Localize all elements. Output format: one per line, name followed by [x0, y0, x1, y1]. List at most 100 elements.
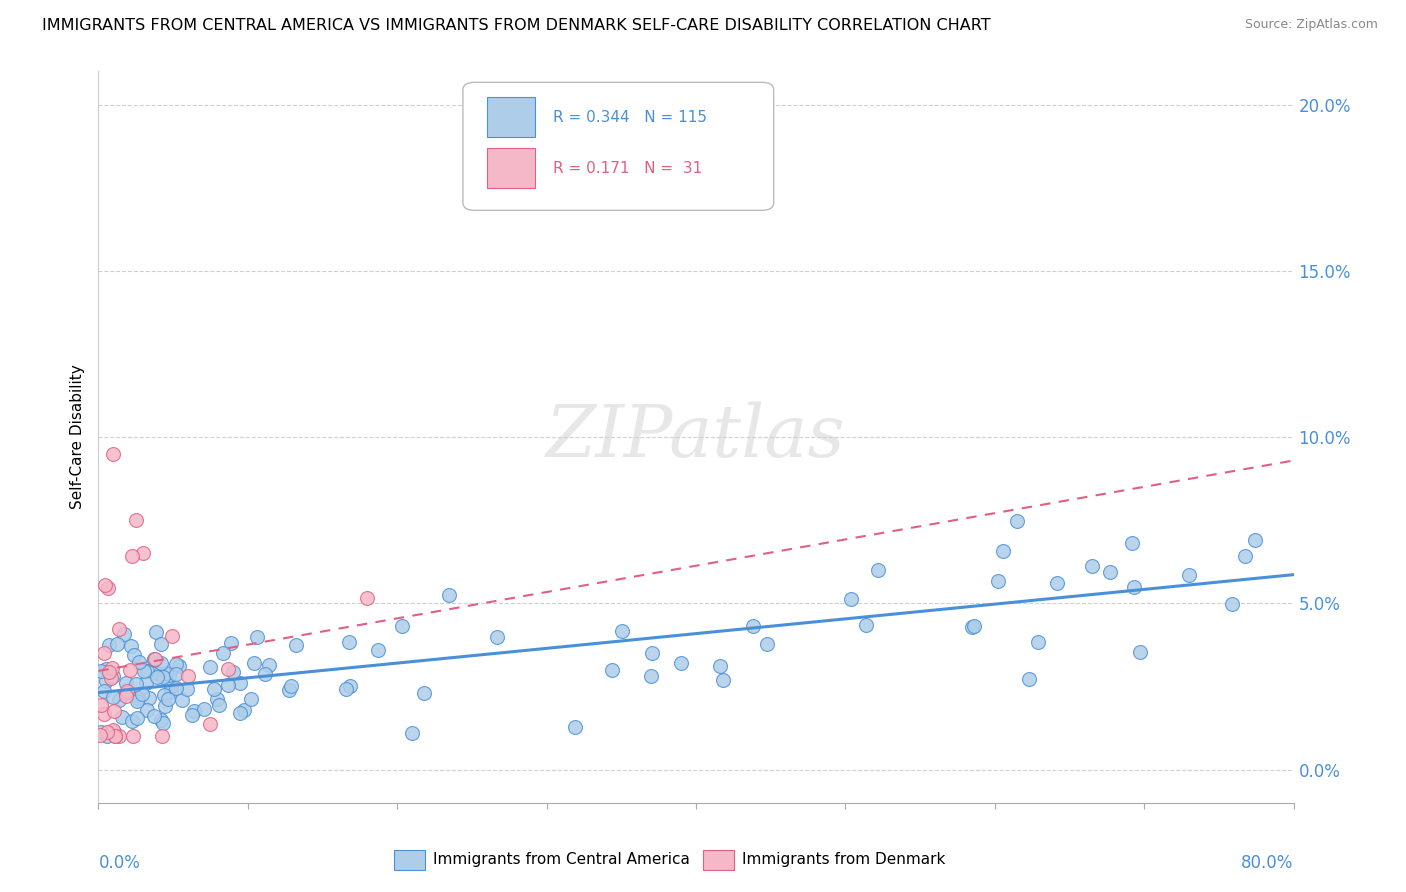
Point — [97, 581, 120, 595]
Point — [229, 676, 252, 690]
Point — [107, 729, 129, 743]
Point — [212, 646, 235, 660]
Point — [136, 664, 159, 678]
Point — [96, 724, 118, 739]
Point — [94, 673, 117, 688]
Point — [101, 661, 124, 675]
Point — [150, 656, 173, 670]
Point — [339, 679, 361, 693]
Point — [97, 638, 120, 652]
Point — [125, 711, 148, 725]
Point — [222, 665, 245, 680]
Point — [165, 667, 187, 681]
Point — [1121, 536, 1143, 550]
Point — [200, 660, 222, 674]
Point — [143, 653, 166, 667]
Point — [127, 691, 149, 706]
Point — [1046, 575, 1069, 590]
Point — [963, 619, 986, 633]
Point — [1026, 634, 1049, 648]
Point — [132, 546, 155, 560]
Point — [143, 651, 166, 665]
Point — [128, 656, 150, 670]
Point — [132, 664, 155, 678]
Point — [101, 690, 124, 705]
Point — [257, 657, 280, 672]
Point — [207, 698, 229, 713]
Point — [1122, 580, 1144, 594]
Point — [96, 662, 118, 676]
Point — [112, 627, 135, 641]
Point — [671, 656, 693, 670]
Point — [120, 640, 142, 654]
Point — [108, 622, 131, 636]
Point — [122, 648, 145, 662]
Text: R = 0.344   N = 115: R = 0.344 N = 115 — [553, 110, 707, 125]
Point — [138, 691, 160, 706]
Point — [243, 656, 266, 670]
Point — [412, 686, 434, 700]
Point — [103, 447, 125, 461]
Point — [122, 729, 145, 743]
Point — [277, 682, 299, 697]
Point — [103, 668, 125, 682]
Point — [160, 685, 183, 699]
Point — [115, 684, 138, 698]
Y-axis label: Self-Care Disability: Self-Care Disability — [69, 365, 84, 509]
Point — [253, 666, 276, 681]
Point — [602, 663, 624, 677]
Point — [149, 637, 172, 651]
Point — [120, 663, 142, 677]
Point — [437, 588, 460, 602]
Point — [90, 698, 112, 712]
Point — [94, 578, 117, 592]
Point — [711, 673, 734, 687]
Point — [486, 630, 509, 644]
Point — [135, 675, 157, 690]
Point — [868, 563, 890, 577]
Point — [143, 651, 166, 665]
Point — [155, 665, 177, 680]
Point — [104, 729, 127, 743]
Point — [217, 662, 239, 676]
Point — [962, 620, 984, 634]
Point — [121, 714, 143, 728]
Point — [356, 591, 378, 605]
Point — [280, 679, 302, 693]
Text: IMMIGRANTS FROM CENTRAL AMERICA VS IMMIGRANTS FROM DENMARK SELF-CARE DISABILITY : IMMIGRANTS FROM CENTRAL AMERICA VS IMMIG… — [42, 18, 991, 33]
Point — [131, 687, 153, 701]
Point — [1178, 568, 1201, 582]
Point — [148, 666, 170, 681]
Point — [176, 681, 198, 696]
Point — [991, 544, 1014, 558]
Point — [987, 574, 1010, 588]
Point — [105, 637, 128, 651]
Point — [93, 707, 115, 722]
Point — [183, 704, 205, 718]
Point — [157, 668, 180, 682]
Point — [219, 636, 242, 650]
Point — [96, 729, 118, 743]
Point — [152, 729, 174, 743]
Point — [337, 634, 360, 648]
Point — [1098, 565, 1121, 579]
Bar — [486, 148, 534, 188]
Point — [160, 629, 183, 643]
Point — [150, 713, 173, 727]
Point — [145, 670, 167, 684]
Point — [90, 725, 112, 739]
Text: Source: ZipAtlas.com: Source: ZipAtlas.com — [1244, 18, 1378, 31]
Point — [115, 686, 138, 700]
Point — [115, 689, 138, 703]
Point — [1018, 672, 1040, 686]
Point — [125, 693, 148, 707]
Text: 80.0%: 80.0% — [1241, 854, 1294, 872]
Point — [156, 692, 179, 706]
Point — [284, 638, 307, 652]
Point — [93, 646, 115, 660]
Point — [641, 646, 664, 660]
Point — [152, 716, 174, 731]
Point — [170, 692, 193, 706]
Point — [193, 702, 215, 716]
Text: ZIPatlas: ZIPatlas — [546, 401, 846, 473]
